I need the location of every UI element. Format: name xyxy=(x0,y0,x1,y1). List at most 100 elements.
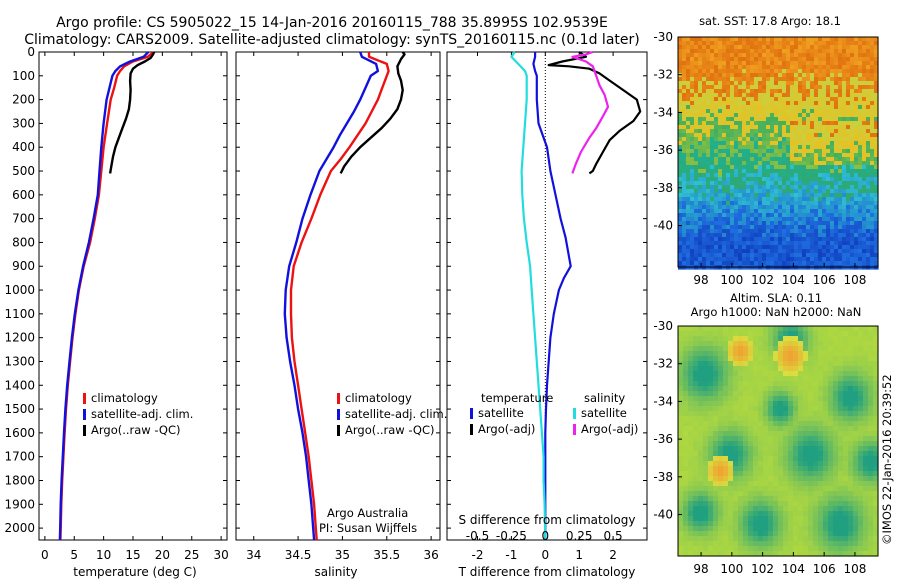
map-x-tick-label: 98 xyxy=(693,562,708,576)
plot-frame xyxy=(446,51,648,541)
depth-tick-label: 900 xyxy=(12,259,35,273)
x-tick-label: 2 xyxy=(609,548,617,562)
series-line-temperature-argo-adj- xyxy=(547,51,642,175)
series-line-climatology xyxy=(59,51,155,541)
legend-label: satellite xyxy=(581,406,627,420)
legend-swatch xyxy=(470,408,473,419)
sla-map-title-line2: Argo h1000: NaN h2000: NaN xyxy=(691,305,862,319)
map-y-tick-label: -38 xyxy=(653,181,673,195)
map-frame xyxy=(677,36,879,268)
map-y-tick-label: -30 xyxy=(653,319,673,333)
s-difference-tick-label: 0.5 xyxy=(604,529,623,543)
series-line-salinity-argo-adj- xyxy=(571,50,610,174)
map-y-tick-label: -34 xyxy=(653,105,673,119)
sla-map-panel: 98 100 102 104 106 108 -30 -32 -34 -36 -38 -40 xyxy=(653,319,879,576)
figure-title-line2: Climatology: CARS2009. Satellite-adjuste… xyxy=(24,32,639,48)
x-tick-label: 0 xyxy=(41,548,49,562)
plot-frame xyxy=(235,51,441,541)
depth-tick-label: 800 xyxy=(12,235,35,249)
x-tick-label: 25 xyxy=(184,548,199,562)
map-x-tick-label: 102 xyxy=(751,562,774,576)
sst-map-panel: 98 100 102 104 106 108 -30 -32 -34 -36 -38 -40 xyxy=(653,30,879,287)
temperature-axis-label: temperature (deg C) xyxy=(73,565,196,579)
map-x-tick-label: 104 xyxy=(782,562,805,576)
principal-investigator-label: PI: Susan Wijffels xyxy=(319,521,417,535)
legend-label: Argo(..raw -QC) xyxy=(91,423,181,437)
map-x-tick-label: 102 xyxy=(751,273,774,287)
map-y-tick-label: -32 xyxy=(653,68,673,82)
legend-swatch xyxy=(337,425,340,436)
series-line-satellite-adj-clim- xyxy=(283,51,380,541)
depth-tick-label: 1100 xyxy=(4,307,35,321)
x-tick-label: 15 xyxy=(125,548,140,562)
depth-tick-label: 1400 xyxy=(4,378,35,392)
series-line-climatology xyxy=(289,52,390,541)
map-x-tick-label: 108 xyxy=(843,562,866,576)
depth-tick-label: 500 xyxy=(12,164,35,178)
s-difference-tick-label: 0.25 xyxy=(566,529,593,543)
depth-tick-label: 1900 xyxy=(4,497,35,511)
difference-profile-panel: -2 -1 0 1 2 -0.5 -0.25 0 0.25 0.5 temperature salin… xyxy=(446,50,648,562)
map-x-tick-label: 106 xyxy=(813,562,836,576)
depth-tick-label: 2000 xyxy=(4,521,35,535)
plot-frame xyxy=(38,51,228,541)
map-x-tick-label: 108 xyxy=(843,273,866,287)
depth-tick-label: 400 xyxy=(12,140,35,154)
depth-tick-label: 1700 xyxy=(4,450,35,464)
sla-map-title-line1: Altim. SLA: 0.11 xyxy=(730,291,822,305)
legend-swatch xyxy=(83,409,86,420)
depth-tick-label: 1300 xyxy=(4,354,35,368)
map-y-tick-label: -36 xyxy=(653,432,673,446)
imos-credit: ©IMOS 22-Jan-2016 20:39:52 xyxy=(880,374,894,545)
legend-label: Argo(..raw -QC) xyxy=(345,423,435,437)
legend-label: climatology xyxy=(91,391,158,405)
depth-tick-label: 100 xyxy=(12,69,35,83)
x-tick-label: 34.5 xyxy=(285,548,312,562)
depth-tick-label: 1200 xyxy=(4,331,35,345)
x-tick-label: 10 xyxy=(96,548,111,562)
x-tick-label: -1 xyxy=(505,548,517,562)
depth-tick-label: 0 xyxy=(27,45,35,59)
map-y-tick-label: -36 xyxy=(653,143,673,157)
x-tick-label: 0 xyxy=(541,548,549,562)
depth-tick-label: 1600 xyxy=(4,426,35,440)
map-y-tick-label: -40 xyxy=(653,219,673,233)
depth-tick-label: 300 xyxy=(12,116,35,130)
salinity-axis-label: salinity xyxy=(314,565,357,579)
depth-tick-label: 600 xyxy=(12,188,35,202)
depth-tick-label: 200 xyxy=(12,93,35,107)
s-difference-tick-label: -0.25 xyxy=(496,529,527,543)
x-tick-label: 5 xyxy=(70,548,78,562)
map-x-tick-label: 98 xyxy=(693,273,708,287)
s-difference-tick-label: -0.5 xyxy=(466,529,489,543)
s-difference-tick-label: 0 xyxy=(541,529,549,543)
map-y-tick-label: -32 xyxy=(653,357,673,371)
legend-swatch xyxy=(83,425,86,436)
map-x-tick-label: 106 xyxy=(813,273,836,287)
legend-label: Argo(-adj) xyxy=(581,422,638,436)
series-line-argo-raw-qc- xyxy=(108,51,156,174)
legend-label: satellite xyxy=(478,406,524,420)
t-difference-axis-label: T difference from climatology xyxy=(458,565,636,579)
map-x-tick-label: 100 xyxy=(720,562,743,576)
series-line-temperature-satellite xyxy=(532,52,572,540)
s-difference-axis-label: S difference from climatology xyxy=(459,513,636,527)
legend-swatch xyxy=(83,393,86,404)
map-heatmap-cells xyxy=(678,37,879,270)
series-line-salinity-satellite xyxy=(510,51,547,541)
legend-swatch xyxy=(337,409,340,420)
map-x-tick-label: 104 xyxy=(782,273,805,287)
figure-title-line1: Argo profile: CS 5905022_15 14-Jan-2016 … xyxy=(56,15,608,31)
legend-label: satellite-adj. clim. xyxy=(345,407,447,421)
sst-map-title: sat. SST: 17.8 Argo: 18.1 xyxy=(699,14,841,28)
series-line-satellite-adj-clim- xyxy=(58,51,150,541)
map-y-tick-label: -34 xyxy=(653,394,673,408)
map-y-tick-label: -38 xyxy=(653,470,673,484)
legend-swatch xyxy=(573,408,576,419)
legend-swatch xyxy=(470,424,473,435)
legend-salinity-title: salinity xyxy=(584,391,625,405)
legend-label: Argo(-adj) xyxy=(478,422,535,436)
depth-tick-label: 700 xyxy=(12,212,35,226)
map-heatmap-cells xyxy=(678,326,879,557)
